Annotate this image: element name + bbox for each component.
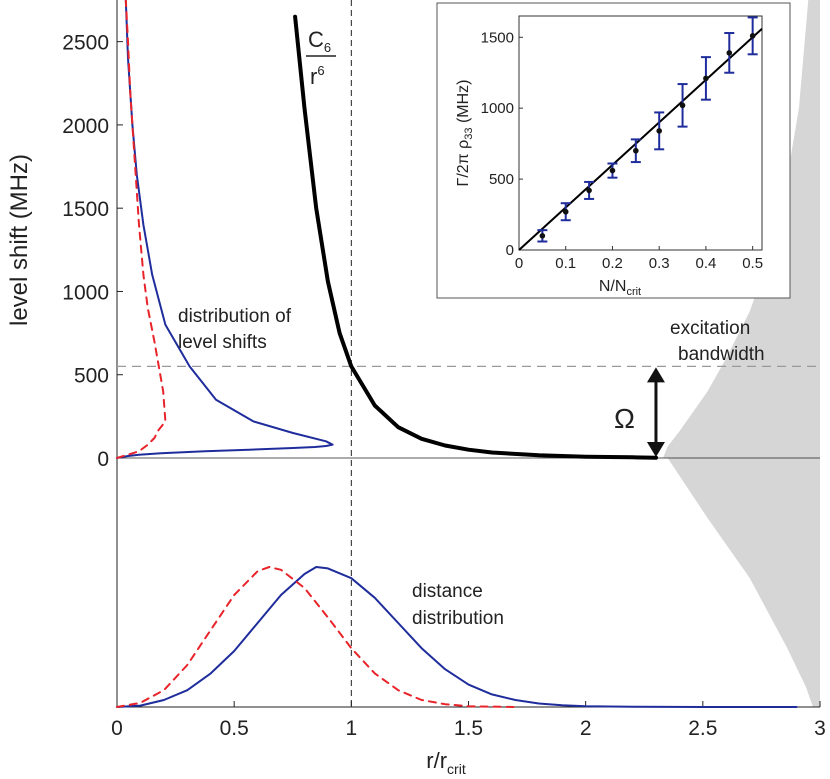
main-x-axis-title: r/rcrit [426,748,466,777]
c6-formula: C6 r6 [306,27,336,89]
inset-x-tick-label: 0.3 [649,255,670,272]
inset-x-tick-label: 0 [515,255,523,272]
bandwidth-label-line1: excitation [670,318,750,339]
inset-y-tick-label: 1500 [481,29,514,46]
level-shift-label-line2: level shifts [178,332,267,353]
series-distance-distribution-dashed- [116,566,517,708]
inset-y-axis-title: Γ/2π ρ33 (MHz) [455,80,475,187]
omega-arrow-head-down [646,442,665,457]
main-x-tick-label: 1.5 [454,717,483,740]
c6-denominator: r6 [310,63,325,89]
inset-x-tick-label: 0.2 [602,255,623,272]
excitation-bandwidth-shape [662,0,820,707]
inset-x-tick-label: 0.4 [695,255,716,272]
series-level-shift-distribution-solid- [116,0,334,459]
omega-arrow-head-up [646,367,665,383]
distance-label-line2: distribution [412,608,504,629]
inset-y-tick-label: 1000 [481,100,514,117]
bandwidth-label-line2: bandwidth [678,344,765,365]
inset-y-tick-label: 500 [489,171,514,188]
inset-x-tick-label: 0.1 [555,255,576,272]
inset-data-point [633,147,639,154]
inset-data-point [679,102,686,109]
inset-series [518,16,763,251]
inset-data-point [586,187,592,194]
main-y-tick-label: 2000 [62,115,109,138]
excitation-bandwidth-shading [662,0,820,707]
inset-data-point [539,233,546,239]
level-shift-label-line1: distribution of [178,306,292,327]
main-y-tick-label: 2500 [62,32,109,55]
series-c6-r-6-potential [293,14,658,460]
main-x-tick-label: 0.5 [220,717,249,740]
main-y-tick-label: 0 [97,448,109,471]
main-x-tick-label: 0 [111,717,123,740]
series-distance-distribution-solid- [116,566,798,708]
inset-x-axis-title: N/Ncrit [599,278,641,298]
main-y-tick-label: 500 [74,365,109,388]
inset-plot-area [518,15,763,251]
main-x-tick-label: 2.5 [688,717,717,740]
main-y-tick-label: 1000 [62,281,109,304]
main-y-tick-label: 1500 [62,198,109,221]
series-level-shift-distribution-dashed- [116,0,167,459]
inset-y-tick-label: 0 [506,242,514,259]
inset-data-point [703,75,709,82]
inset-frame [436,2,791,299]
main-x-tick-label: 3 [814,717,826,740]
inset-data-point [726,50,733,56]
inset-data-point [656,128,662,134]
inset-data-point [749,33,756,39]
inset-data-point [609,167,616,174]
inset-axes: 0 0.1 0.2 0.3 0.4 0.5 0 500 1000 1500 [481,15,763,272]
inset-x-tick-label: 0.5 [742,255,763,272]
main-series [116,0,798,708]
main-x-tick-label: 1 [345,717,357,740]
main-x-tick-label: 2 [580,717,592,740]
distance-label-line1: distance [412,581,483,602]
inset-data-point [562,208,569,215]
omega-label: Ω [614,403,635,434]
c6-numerator: C6 [308,27,331,55]
main-y-axis-title: level shift (MHz) [6,154,33,326]
